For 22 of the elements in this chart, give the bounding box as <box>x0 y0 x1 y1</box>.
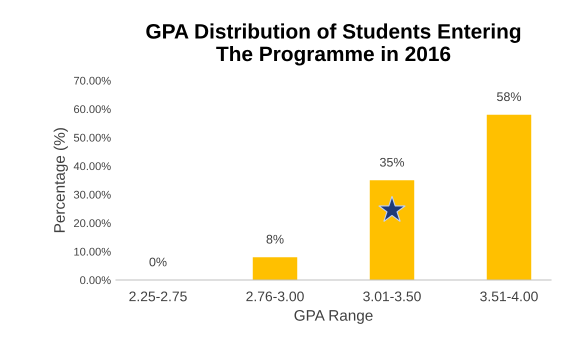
x-tick-label: 3.01-3.50 <box>363 291 421 302</box>
y-tick-label: 70.00% <box>74 76 111 85</box>
bar <box>486 114 532 280</box>
data-label: 8% <box>266 234 284 244</box>
x-tick-label: 3.51-4.00 <box>480 291 538 302</box>
data-label: 58% <box>496 92 522 102</box>
y-axis-title: Percentage (%) <box>54 128 68 232</box>
data-label: 35% <box>380 158 404 167</box>
y-tick-label: 50.00% <box>74 134 111 142</box>
x-tick-label: 2.25-2.75 <box>129 291 187 302</box>
y-tick-label: 0.00% <box>80 276 111 284</box>
y-tick-label: 10.00% <box>74 248 111 256</box>
data-label: 0% <box>149 258 167 266</box>
x-tick-label: 2.76-3.00 <box>246 291 304 302</box>
x-axis-title: GPA Range <box>294 310 373 324</box>
y-tick-label: 60.00% <box>74 105 111 114</box>
bar <box>252 257 298 280</box>
chart-title: GPA Distribution of Students Entering The Programme in 2016 <box>146 23 520 66</box>
y-tick-label: 40.00% <box>74 162 111 170</box>
y-tick-label: 30.00% <box>74 190 111 199</box>
bar <box>370 180 414 280</box>
y-tick-label: 20.00% <box>74 219 111 228</box>
